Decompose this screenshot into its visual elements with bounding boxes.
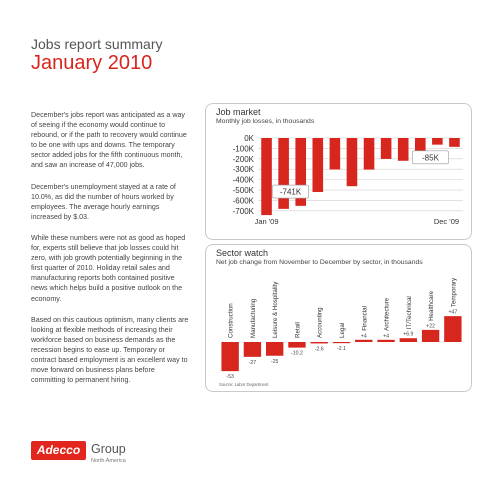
data-label: -53 xyxy=(226,374,234,380)
x-tick-label: Jan '09 xyxy=(255,217,279,226)
source-note: Source: Labor Department xyxy=(219,382,269,387)
y-tick-label: 0K xyxy=(244,134,254,143)
callout-box xyxy=(272,184,309,199)
bar xyxy=(449,138,460,147)
page-subtitle: January 2010 xyxy=(31,52,153,74)
category-label: Legal xyxy=(339,323,346,338)
bar xyxy=(332,342,351,344)
data-label: -2.6 xyxy=(315,346,324,352)
data-label: +4 xyxy=(361,333,367,339)
category-label: IT/Technical xyxy=(406,296,413,329)
data-label: +47 xyxy=(448,310,457,316)
data-label: +22 xyxy=(426,323,435,329)
bar xyxy=(288,342,306,348)
job-market-card: Job market Monthly job losses, in thousa… xyxy=(205,103,472,240)
paragraph-1: December's jobs report was anticipated a… xyxy=(31,111,187,170)
y-tick-label: -300K xyxy=(233,165,255,174)
category-label: Architecture xyxy=(384,297,391,331)
sector-watch-title: Sector watch xyxy=(216,248,269,258)
job-market-title: Job market xyxy=(216,107,261,117)
job-market-chart: 0K-100K -200K-300K -400K-500K-600K -700KJan… xyxy=(233,134,463,226)
bar xyxy=(363,138,375,170)
category-label: Accounting xyxy=(317,307,324,338)
category-label: Temporary xyxy=(450,277,457,307)
category-label: Healthcare xyxy=(428,290,435,320)
adecco-logo: Adecco xyxy=(31,441,86,460)
y-tick-label: -500K xyxy=(233,186,255,195)
y-tick-label: -200K xyxy=(233,155,255,164)
bar xyxy=(377,339,395,342)
y-tick-label: -100K xyxy=(233,144,255,153)
category-label: Retail xyxy=(294,322,301,338)
bar xyxy=(265,342,284,356)
paragraph-2: December's unemployment stayed at a rate… xyxy=(31,182,176,221)
bar xyxy=(295,138,307,206)
category-label: Leisure & Hospitality xyxy=(272,281,279,338)
bar xyxy=(432,138,443,145)
data-label: -10.2 xyxy=(291,351,303,357)
category-label: Manufacturing xyxy=(250,298,257,338)
logo-group-text: Group xyxy=(91,442,126,456)
callout-label: -85K xyxy=(422,153,440,162)
category-label: Construction xyxy=(228,303,235,338)
callout-box xyxy=(412,150,449,165)
bar xyxy=(346,138,358,187)
bar xyxy=(414,138,426,158)
bar xyxy=(243,342,262,357)
data-label: -27 xyxy=(249,360,257,366)
data-label: +6.9 xyxy=(403,332,413,338)
bar xyxy=(329,138,341,170)
bar xyxy=(278,138,289,209)
body-text: December's jobs report was anticipated a… xyxy=(31,110,191,396)
data-label: -25 xyxy=(271,359,279,365)
job-market-subtitle: Monthly job losses, in thousands xyxy=(216,118,315,125)
callout-label: -741K xyxy=(280,188,302,197)
bar xyxy=(421,329,440,342)
y-tick-label: -700K xyxy=(233,207,255,216)
x-tick-label: Dec '09 xyxy=(434,217,459,226)
paragraph-4: Based on this cautious optimism, many cl… xyxy=(31,315,189,385)
page-title: Jobs report summary xyxy=(31,36,163,52)
bar xyxy=(312,138,324,193)
data-label: +4 xyxy=(383,333,389,339)
logo-region-text: North America xyxy=(91,458,126,464)
data-label: -2.1 xyxy=(337,346,346,352)
bar xyxy=(221,342,239,372)
logo-text: Adecco xyxy=(36,443,81,457)
bar xyxy=(380,138,392,159)
bar xyxy=(397,138,409,161)
paragraph-3: While these numbers were not as good as … xyxy=(31,233,186,303)
bar xyxy=(444,316,462,342)
category-label: Financial xyxy=(361,306,368,331)
bar xyxy=(399,338,418,342)
y-tick-label: -400K xyxy=(233,176,255,185)
bar xyxy=(310,342,328,344)
y-tick-label: -600K xyxy=(233,196,255,205)
sector-watch-chart: -53 Construction -27 Manufacturing -25 Leisur… xyxy=(219,277,462,387)
sector-watch-subtitle: Net job change from November to December… xyxy=(216,259,423,266)
bar xyxy=(355,339,373,342)
sector-watch-card: Sector watch Net job change from Novembe… xyxy=(205,244,472,392)
bar xyxy=(261,138,272,216)
